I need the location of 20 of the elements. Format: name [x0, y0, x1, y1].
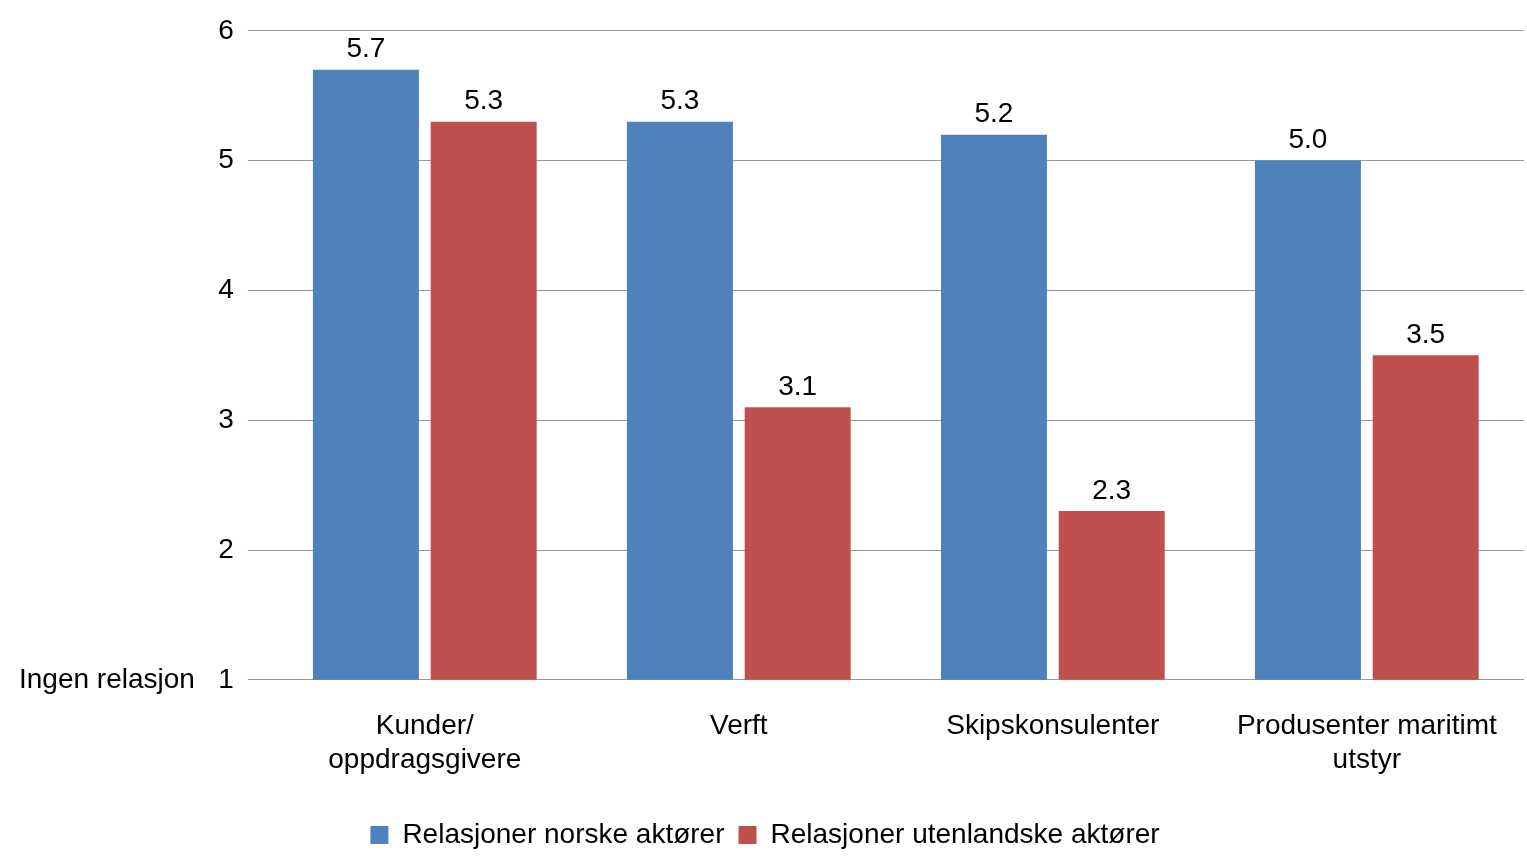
x-tick-label: Produsenter maritimt utstyr	[1236, 709, 1497, 774]
data-label: 5.2	[974, 97, 1014, 129]
data-label: 3.5	[1406, 318, 1446, 350]
y-tick-label: 5	[218, 143, 234, 175]
y-tick-label: 6	[218, 13, 234, 45]
legend-label: Relasjoner norske aktører	[402, 817, 725, 849]
y-tick-label: 4	[218, 273, 234, 305]
data-label: 3.1	[778, 369, 818, 401]
x-tick-label: Verft	[710, 709, 768, 741]
data-label: 2.3	[1092, 473, 1132, 505]
legend-label: Relasjoner utenlandske aktører	[770, 817, 1160, 849]
data-label: 5.3	[660, 84, 700, 116]
x-tick-label: Kunder/ oppdragsgivere	[328, 709, 522, 774]
data-label: 5.7	[346, 32, 386, 64]
data-label: 5.0	[1288, 123, 1328, 155]
y-tick-label: 2	[218, 532, 234, 564]
y-tick-label: Ingen relasjon 1	[19, 662, 234, 694]
y-tick-label: 3	[218, 402, 234, 434]
data-label: 5.3	[464, 84, 504, 116]
x-tick-label: Skipskonsulenter	[946, 709, 1160, 741]
